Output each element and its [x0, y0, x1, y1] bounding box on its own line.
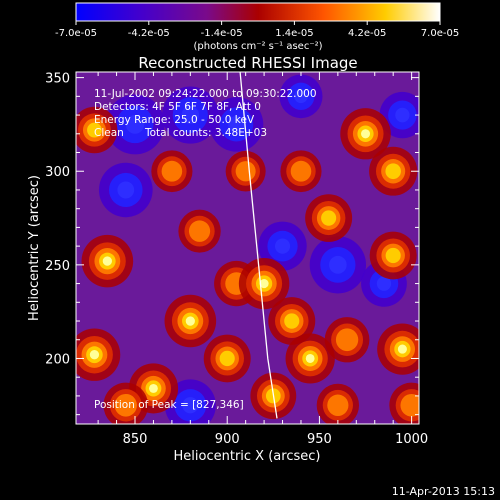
colorbar-gradient	[75, 2, 441, 22]
emission-source	[321, 210, 337, 226]
emission-source	[361, 129, 371, 139]
negative-region	[125, 115, 145, 134]
clean-text: Clean	[94, 127, 124, 139]
x-tick-label: 900	[215, 432, 240, 447]
peak-position-text: Position of Peak = [827,346]	[94, 399, 244, 411]
emission-source	[385, 163, 401, 180]
total-counts-text: Total counts: 3.48E+03	[144, 127, 267, 139]
emission-source	[102, 256, 112, 266]
plot-frame	[75, 71, 420, 425]
colorbar-tick-label: -1.4e-05	[201, 28, 243, 39]
emission-source	[219, 350, 235, 367]
negative-region	[329, 255, 347, 274]
y-tick-label: 200	[45, 352, 70, 367]
colorbar-tick-label: 7.0e-05	[421, 28, 459, 39]
negative-region	[376, 276, 392, 291]
y-tick-label: 300	[45, 165, 70, 180]
negative-region	[117, 181, 135, 199]
emission-source	[149, 383, 158, 393]
axis-ticks	[76, 72, 419, 424]
emission-source	[185, 316, 195, 326]
detectors-text: Detectors: 4F 5F 6F 7F 8F, Att 0	[94, 101, 261, 113]
x-tick-label: 850	[123, 432, 148, 447]
y-tick-label: 350	[45, 72, 70, 87]
emission-source	[284, 313, 300, 329]
emission-source	[400, 393, 419, 417]
colorbar-tick-label: -4.2e-05	[128, 28, 170, 39]
x-axis-label: Heliocentric X (arcsec)	[174, 449, 321, 464]
colorbar: -7.0e-05 -4.2e-05 -1.4e-05 1.4e-05 4.2e-…	[55, 2, 459, 52]
y-tick-label: 250	[45, 259, 70, 274]
emission-source	[305, 353, 315, 363]
negative-region	[274, 238, 291, 254]
colorbar-tick-label: -7.0e-05	[55, 28, 97, 39]
emission-source	[161, 160, 183, 182]
negative-region	[181, 106, 200, 125]
emission-source	[335, 328, 359, 352]
negative-region	[228, 115, 245, 133]
solar-limb-curve	[239, 72, 278, 419]
colorbar-tick-label: 4.2e-05	[348, 28, 386, 39]
negative-region	[182, 397, 199, 414]
chart-title: Reconstructed RHESSI Image	[138, 54, 357, 72]
emission-source	[290, 160, 312, 182]
emission-source	[259, 278, 269, 289]
emission-source	[87, 122, 102, 138]
emission-source	[385, 247, 401, 264]
y-axis-label: Heliocentric Y (arcsec)	[27, 175, 42, 321]
emission-source	[397, 344, 407, 354]
heatmap-image	[76, 74, 419, 424]
x-tick-label: 950	[307, 432, 332, 447]
colorbar-units: (photons cm⁻² s⁻¹ asec⁻²)	[193, 41, 322, 52]
negative-region	[294, 89, 308, 104]
emission-source	[235, 161, 256, 182]
energy-range-text: Energy Range: 25.0 - 50.0 keV	[94, 114, 255, 126]
emission-source	[89, 350, 100, 360]
colorbar-tick-label: 1.4e-05	[275, 28, 313, 39]
negative-region	[395, 107, 410, 123]
x-tick-label: 1000	[395, 432, 428, 447]
emission-source	[188, 220, 211, 242]
time-range-text: 11-Jul-2002 09:24:22.000 to 09:30:22.000	[94, 88, 317, 100]
footer-date: 11-Apr-2013 15:13	[392, 485, 495, 498]
emission-source	[114, 393, 137, 417]
emission-source	[327, 394, 349, 417]
colorbar-ticks	[75, 21, 441, 25]
